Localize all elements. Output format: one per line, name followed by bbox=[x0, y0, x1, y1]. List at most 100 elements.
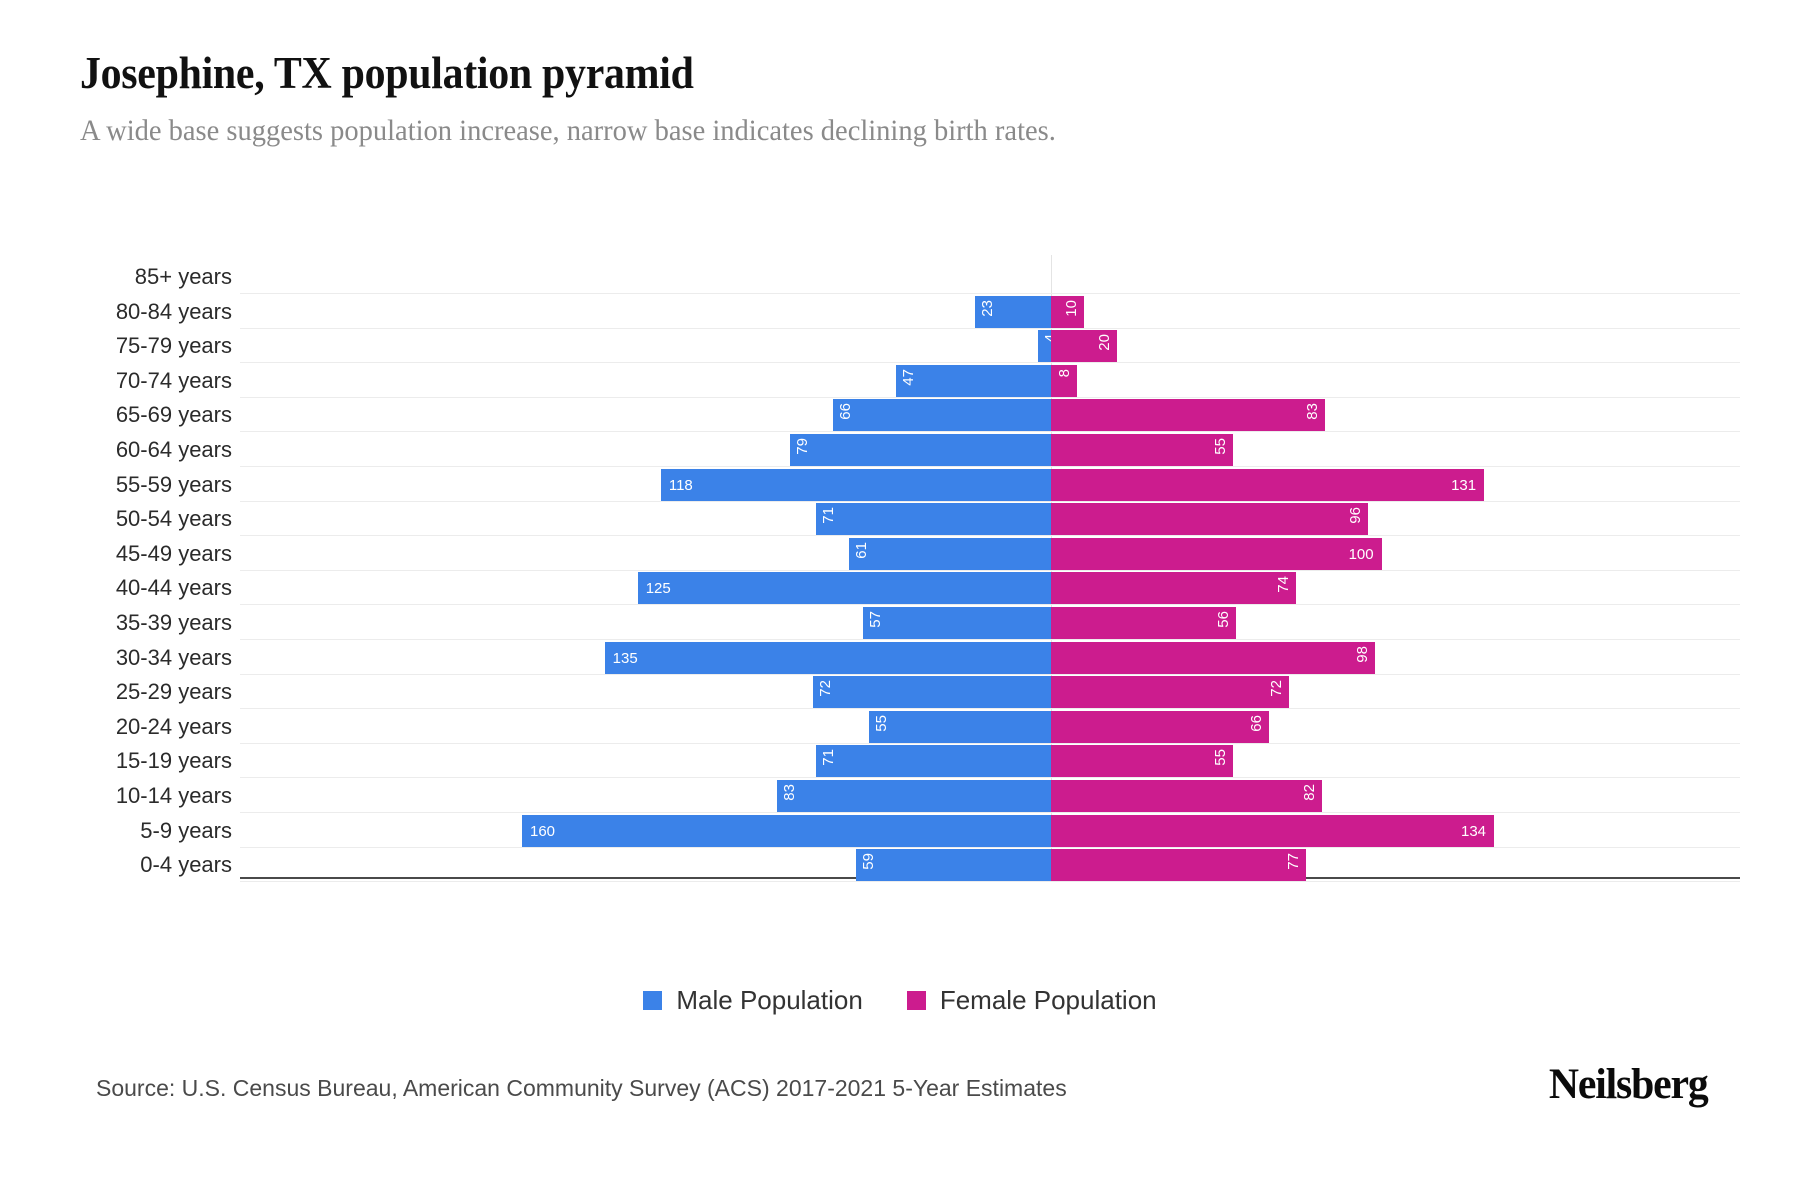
bar-male[interactable]: 71 bbox=[816, 503, 1051, 536]
gridline bbox=[240, 569, 1740, 571]
y-axis-tick-label: 20-24 years bbox=[115, 713, 232, 739]
bar-value-female: 74 bbox=[1274, 576, 1292, 594]
legend-swatch-female-icon bbox=[906, 991, 926, 1010]
pyramid-row: 61 100 bbox=[240, 537, 1740, 572]
bar-female[interactable]: 83 bbox=[1051, 399, 1326, 432]
gridline bbox=[240, 535, 1740, 537]
population-pyramid-chart: 85+ years 80-84 years 75-79 years 70-74 yea… bbox=[0, 255, 1800, 915]
bar-female[interactable]: 72 bbox=[1051, 676, 1290, 709]
bar-female[interactable]: 20 bbox=[1051, 330, 1118, 363]
y-axis-labels: 85+ years 80-84 years 75-79 years 70-74 yea… bbox=[0, 255, 232, 895]
gridline bbox=[240, 327, 1740, 329]
bar-male[interactable]: 71 bbox=[816, 745, 1051, 778]
pyramid-row: 57 56 bbox=[240, 607, 1740, 641]
y-axis-tick-label: 75-79 years bbox=[115, 333, 232, 359]
bar-value-male: 71 bbox=[820, 507, 838, 524]
gridline bbox=[240, 846, 1740, 848]
bar-value-female: 134 bbox=[1461, 822, 1487, 840]
gridline bbox=[240, 431, 1740, 433]
bar-value-male: 47 bbox=[899, 368, 917, 386]
bar-value-male: 55 bbox=[873, 714, 891, 732]
bar-value-male: 23 bbox=[978, 299, 996, 317]
bar-female[interactable]: 96 bbox=[1051, 503, 1369, 536]
bar-male[interactable]: 66 bbox=[832, 399, 1051, 432]
bar-male[interactable]: 118 bbox=[660, 468, 1051, 501]
bar-male[interactable]: 4 bbox=[1037, 330, 1059, 363]
bar-female[interactable]: 100 bbox=[1051, 537, 1382, 570]
bar-male[interactable]: 72 bbox=[812, 676, 1051, 709]
bar-female[interactable]: 8 bbox=[1051, 364, 1078, 397]
bar-male[interactable]: 160 bbox=[522, 814, 1051, 847]
bar-male[interactable]: 59 bbox=[855, 849, 1051, 882]
bar-value-female: 98 bbox=[1354, 645, 1371, 663]
pyramid-row: 47 8 bbox=[240, 364, 1740, 399]
bar-female[interactable]: 134 bbox=[1051, 814, 1495, 847]
bar-male[interactable]: 23 bbox=[974, 295, 1051, 328]
plot-area: 23 104 20 47 8 66 83 79 55 118 131 71 96 61 100 125 74 57… bbox=[240, 255, 1740, 895]
gridline bbox=[240, 293, 1740, 294]
bar-value-female: 72 bbox=[1268, 680, 1286, 697]
y-axis-tick-label: 55-59 years bbox=[115, 471, 232, 497]
bar-value-male: 72 bbox=[816, 680, 834, 697]
bar-female[interactable]: 77 bbox=[1051, 849, 1306, 882]
chart-header: Josephine, TX population pyramid A wide … bbox=[80, 48, 1680, 148]
gridline bbox=[240, 639, 1740, 640]
y-axis-tick-label: 15-19 years bbox=[115, 748, 232, 774]
pyramid-row: 71 55 bbox=[240, 745, 1740, 779]
bar-female[interactable]: 10 bbox=[1051, 295, 1085, 328]
pyramid-row: 71 96 bbox=[240, 503, 1740, 537]
pyramid-row: 125 74 bbox=[240, 572, 1740, 606]
bar-male[interactable]: 57 bbox=[862, 607, 1051, 639]
bar-male[interactable]: 135 bbox=[604, 641, 1051, 674]
bar-female[interactable]: 98 bbox=[1051, 641, 1375, 674]
bar-male[interactable]: 47 bbox=[895, 364, 1051, 397]
bar-value-male: 135 bbox=[612, 649, 638, 667]
page-subtitle: A wide base suggests population increase… bbox=[80, 114, 1056, 148]
legend-item-female[interactable]: Female Population bbox=[906, 985, 1157, 1016]
brand-logo: Neilsberg bbox=[1549, 1061, 1709, 1108]
bar-value-male: 59 bbox=[859, 853, 877, 870]
bar-value-male: 83 bbox=[780, 784, 798, 801]
gridline bbox=[240, 881, 1740, 883]
gridline bbox=[240, 466, 1740, 467]
gridline bbox=[240, 604, 1740, 606]
bar-female[interactable]: 55 bbox=[1051, 434, 1233, 466]
source-note: Source: U.S. Census Bureau, American Com… bbox=[96, 1075, 1067, 1101]
legend-label-female: Female Population bbox=[939, 985, 1157, 1015]
bar-value-male: 160 bbox=[530, 822, 556, 840]
legend-item-male[interactable]: Male Population bbox=[643, 985, 863, 1016]
bar-female[interactable]: 56 bbox=[1051, 607, 1237, 639]
y-axis-tick-label: 70-74 years bbox=[115, 367, 232, 393]
bar-value-female: 96 bbox=[1347, 507, 1365, 524]
bar-value-male: 79 bbox=[793, 438, 811, 455]
bar-male[interactable]: 125 bbox=[637, 572, 1051, 605]
bar-value-male: 61 bbox=[853, 541, 871, 559]
bar-female[interactable]: 74 bbox=[1051, 572, 1296, 605]
y-axis-tick-label: 45-49 years bbox=[115, 540, 232, 566]
bar-value-female: 20 bbox=[1096, 334, 1114, 351]
gridline bbox=[240, 708, 1740, 710]
bar-male[interactable]: 83 bbox=[776, 780, 1051, 812]
bar-female[interactable]: 55 bbox=[1051, 745, 1233, 778]
bar-value-male: 125 bbox=[645, 580, 671, 598]
y-axis-tick-label: 0-4 years bbox=[140, 852, 232, 878]
y-axis-tick-label: 25-29 years bbox=[115, 679, 232, 705]
pyramid-row: 55 66 bbox=[240, 710, 1740, 745]
bar-value-female: 100 bbox=[1348, 545, 1374, 563]
pyramid-row: 79 55 bbox=[240, 434, 1740, 468]
bar-value-male: 71 bbox=[820, 749, 838, 767]
bar-female[interactable]: 82 bbox=[1051, 780, 1323, 812]
bar-male[interactable]: 79 bbox=[789, 434, 1051, 466]
gridline bbox=[240, 500, 1740, 502]
gridline bbox=[240, 777, 1740, 779]
y-axis-tick-label: 30-34 years bbox=[115, 644, 232, 670]
y-axis-tick-label: 10-14 years bbox=[115, 783, 232, 808]
bar-male[interactable]: 55 bbox=[869, 710, 1051, 743]
gridline bbox=[240, 812, 1740, 813]
bar-female[interactable]: 66 bbox=[1051, 710, 1270, 743]
pyramid-row bbox=[240, 261, 1740, 295]
y-axis-tick-label: 35-39 years bbox=[115, 610, 232, 635]
bar-male[interactable]: 61 bbox=[849, 537, 1051, 570]
bar-female[interactable]: 131 bbox=[1051, 468, 1485, 501]
pyramid-row: 66 83 bbox=[240, 399, 1740, 433]
